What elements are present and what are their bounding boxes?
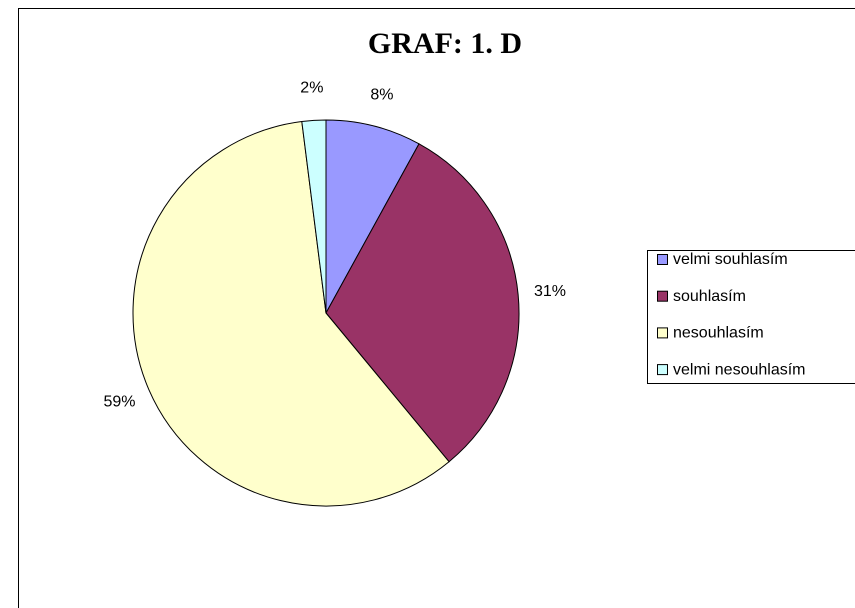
pie-slice: [325, 143, 520, 463]
data-label: 8%: [370, 86, 393, 103]
legend-swatch: [657, 364, 668, 376]
pie-slice: [301, 119, 327, 314]
legend-box: [647, 250, 855, 384]
legend-label: nesouhlasím: [673, 325, 764, 342]
chart-title: GRAF: 1. D: [368, 27, 522, 60]
data-label: 59%: [103, 394, 135, 411]
legend-label: velmi souhlasím: [673, 251, 788, 268]
legend-label: souhlasím: [673, 288, 746, 305]
data-label: 31%: [534, 283, 566, 300]
pie-slice: [325, 119, 420, 314]
legend-swatch: [657, 327, 668, 339]
legend-label: velmi nesouhlasím: [673, 361, 806, 378]
legend-swatch: [657, 290, 668, 302]
pie-slice: [132, 120, 450, 507]
legend-swatch: [657, 254, 668, 265]
data-label: 2%: [300, 80, 323, 97]
